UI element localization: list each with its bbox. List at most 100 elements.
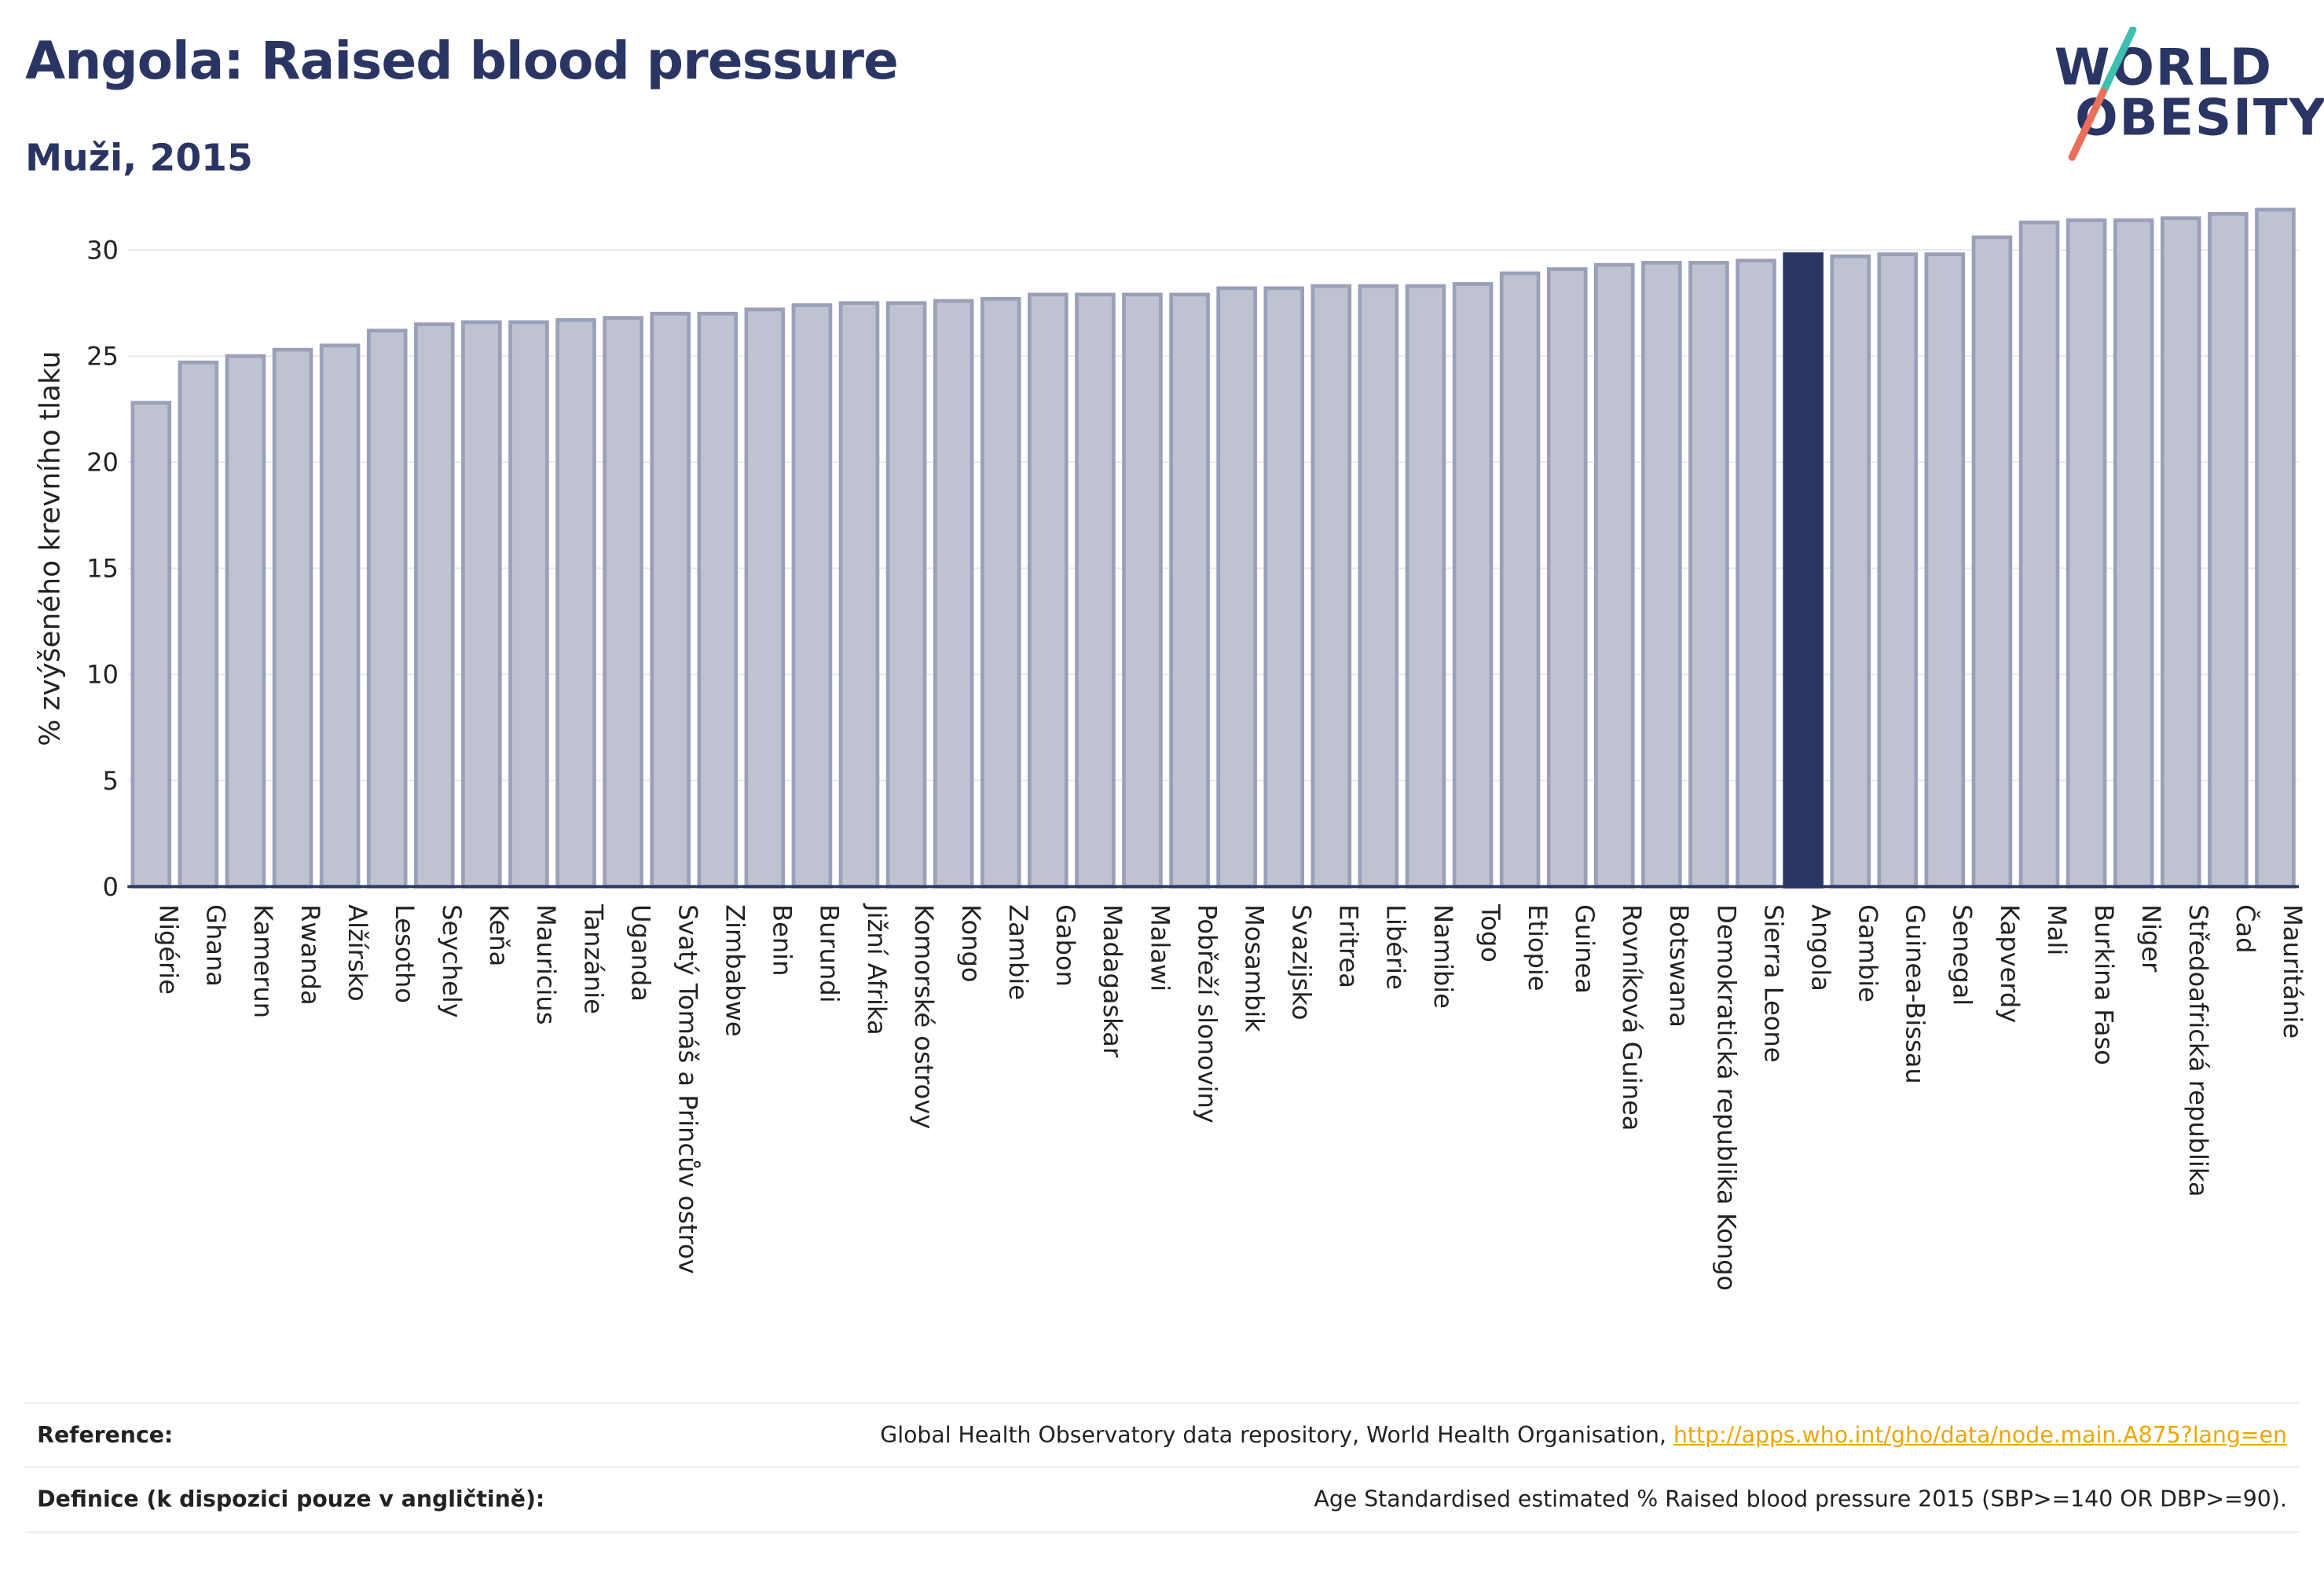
x-tick-label: Benin — [768, 904, 797, 976]
x-tick-label: Libérie — [1381, 904, 1411, 990]
x-tick-label: Angola — [1805, 904, 1835, 991]
x-tick-label: Seychely — [437, 904, 467, 1018]
x-tick-label: Mauricius — [531, 904, 561, 1024]
bar — [1263, 286, 1305, 889]
x-tick-label: Botswana — [1664, 904, 1694, 1028]
reference-value: Global Health Observatory data repositor… — [880, 1422, 2287, 1449]
y-tick-label: 25 — [86, 342, 119, 372]
x-tick-label: Zimbabwe — [720, 904, 750, 1036]
bar — [2113, 218, 2154, 889]
y-tick-label: 0 — [103, 872, 119, 902]
bar — [650, 311, 691, 889]
x-tick-label: Eritrea — [1334, 904, 1364, 988]
bar — [555, 317, 596, 889]
bar — [178, 361, 219, 889]
bar — [2160, 216, 2201, 889]
bar — [697, 311, 739, 889]
bar — [1358, 284, 1399, 889]
bar — [1971, 235, 2013, 889]
x-tick-label: Ghana — [201, 904, 231, 987]
bar — [1641, 261, 1682, 889]
bar — [272, 347, 313, 889]
x-tick-label: Niger — [2136, 904, 2166, 973]
footer-bottom-rule — [25, 1531, 2299, 1534]
x-tick-label: Keňa — [484, 904, 514, 966]
x-tick-label: Pobřeží slonoviny — [1192, 904, 1222, 1123]
x-tick-label: Komorské ostrovy — [909, 904, 939, 1129]
x-tick-label: Středoafrická republika — [2183, 904, 2213, 1197]
bar — [980, 296, 1021, 889]
x-tick-label: Lesotho — [390, 904, 420, 1003]
bar — [1877, 252, 1919, 889]
world-obesity-logo: WORLD OBESITY — [2045, 26, 2324, 166]
bar — [1075, 292, 1116, 889]
x-tick-label: Etiopie — [1523, 904, 1552, 991]
bar — [1122, 292, 1163, 889]
x-tick-label: Zambie — [1003, 904, 1033, 1000]
x-tick-label: Madagaskar — [1098, 904, 1127, 1058]
x-tick-label: Tanzánie — [578, 903, 608, 1014]
x-tick-label: Senegal — [1948, 904, 1978, 1006]
bar — [1028, 292, 1069, 889]
x-tick-label: Namibie — [1428, 904, 1458, 1009]
bar — [1924, 252, 1966, 889]
x-tick-label: Svatý Tomáš a Princův ostrov — [673, 904, 702, 1274]
x-tick-label: Sierra Leone — [1758, 904, 1788, 1062]
x-tick-label: Nigérie — [154, 904, 184, 995]
y-tick-label: 20 — [86, 448, 119, 478]
y-axis-ticks: 0 5 10 15 20 25 30 — [86, 236, 119, 902]
bar — [1216, 286, 1257, 889]
x-tick-label: Rovníková Guinea — [1617, 904, 1647, 1131]
x-tick-label: Burkina Faso — [2089, 904, 2119, 1065]
x-axis-labels: Nigérie Ghana Kamerun Rwanda Alžírsko Lesotho… — [154, 903, 2308, 1291]
x-tick-label: Burundi — [815, 904, 845, 1002]
bar — [1688, 261, 1729, 889]
bar — [1830, 254, 1871, 889]
chart-subtitle: Muži, 2015 — [25, 136, 253, 180]
bar — [1310, 284, 1352, 889]
x-tick-label: Guinea — [1570, 904, 1600, 994]
bar — [508, 320, 549, 889]
bar — [2066, 218, 2107, 889]
x-tick-label: Alžírsko — [343, 904, 372, 1002]
bar — [1736, 258, 1776, 889]
reference-link[interactable]: http://apps.who.int/gho/data/node.main.A… — [1673, 1421, 2287, 1449]
definition-row: Definice (k dispozici pouze v angličtině… — [25, 1466, 2299, 1530]
x-tick-label: Demokratická republika Kongo — [1711, 904, 1741, 1291]
reference-label: Reference: — [37, 1421, 174, 1449]
y-axis-title: % zvýšeného krevního tlaku — [34, 351, 66, 746]
y-tick-label: 10 — [86, 660, 119, 690]
logo-line-2: OBESITY — [2075, 89, 2324, 148]
bar — [1452, 282, 1494, 889]
x-tick-label: Gabon — [1050, 904, 1080, 987]
bar — [885, 301, 927, 889]
x-tick-label: Guinea-Bissau — [1901, 904, 1930, 1084]
bar — [461, 320, 502, 889]
logo-line-1: WORLD — [2054, 38, 2273, 98]
bar — [319, 343, 361, 889]
x-tick-label: Svazijsko — [1287, 904, 1317, 1020]
bar — [2018, 220, 2060, 889]
x-tick-label: Gambie — [1853, 904, 1883, 1002]
chart-title: Angola: Raised blood pressure — [25, 32, 899, 93]
y-tick-label: 5 — [103, 766, 119, 796]
bar — [1169, 292, 1210, 889]
bar-highlighted — [1783, 252, 1824, 889]
x-tick-label: Mauritánie — [2278, 904, 2308, 1039]
reference-row: Reference: Global Health Observatory dat… — [25, 1402, 2299, 1466]
x-tick-label: Kamerun — [248, 904, 278, 1018]
bar — [744, 307, 786, 889]
x-tick-label: Čad — [2231, 904, 2261, 953]
bar — [1405, 284, 1446, 889]
definition-label: Definice (k dispozici pouze v angličtině… — [37, 1485, 545, 1512]
x-tick-label: Rwanda — [295, 904, 325, 1006]
bar — [1593, 262, 1635, 889]
bars — [130, 207, 2296, 889]
bar — [413, 322, 455, 889]
bar — [225, 354, 266, 889]
bar — [838, 301, 880, 889]
bar-chart: 0 5 10 15 20 25 30 Nigérie Ghana Kamerun Rwanda Al… — [34, 207, 2308, 1291]
bar — [603, 316, 643, 889]
x-tick-label: Mosambik — [1239, 904, 1269, 1032]
